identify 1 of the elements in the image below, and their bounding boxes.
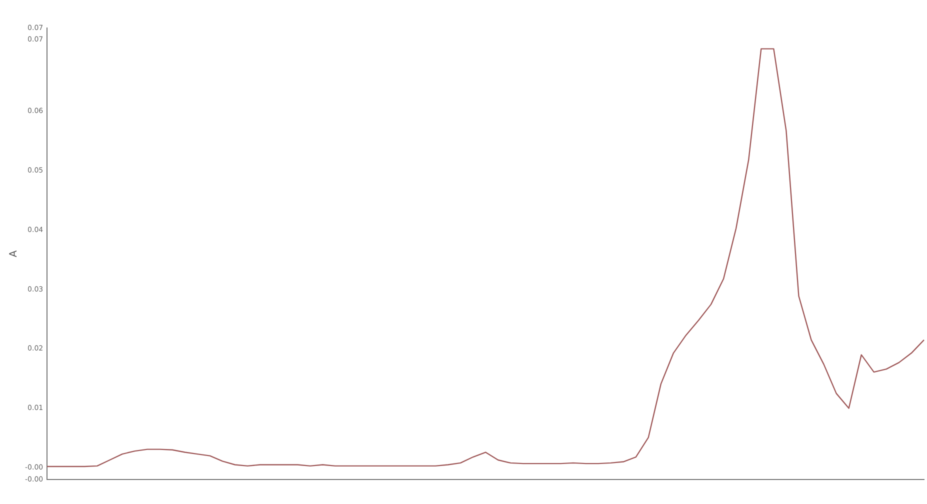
y-axis-title: A [8,250,20,258]
